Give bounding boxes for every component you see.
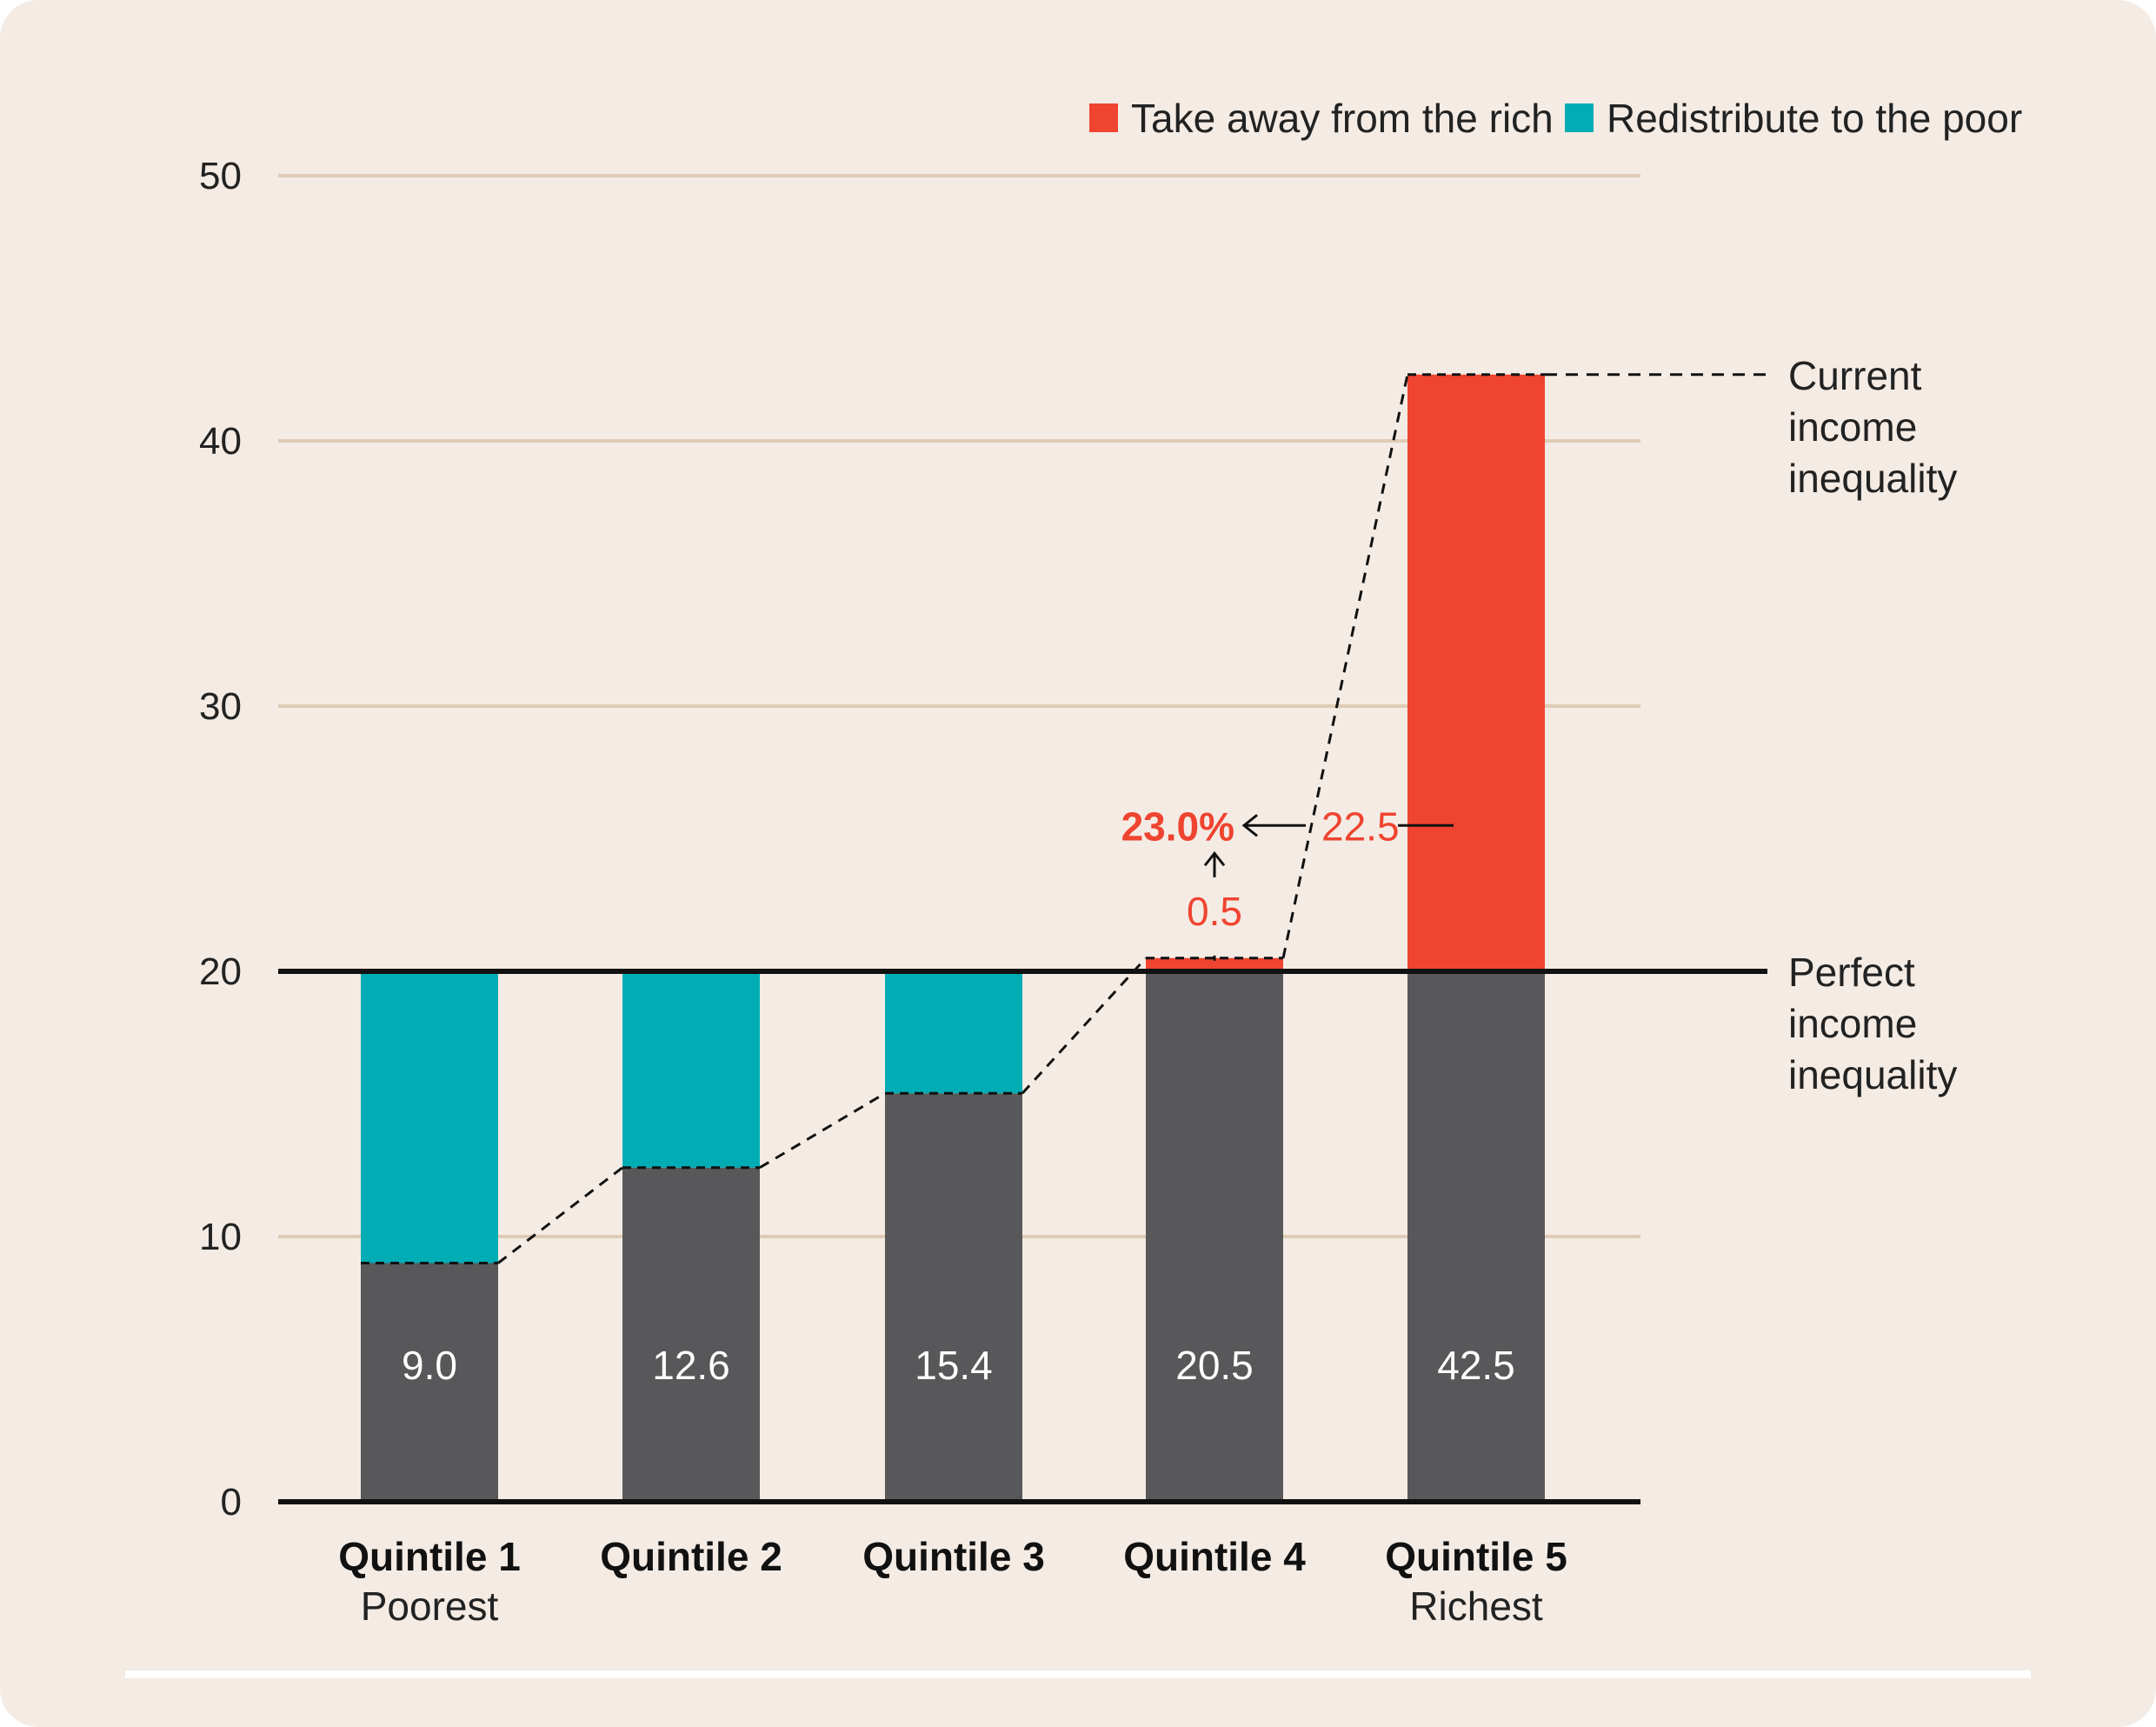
perfect-inequality-label-line: inequality [1788, 1052, 1957, 1097]
bar-value-label: 15.4 [915, 1343, 993, 1388]
legend-swatch-take [1089, 103, 1118, 132]
y-tick-label: 20 [199, 950, 242, 993]
bar-base [1407, 971, 1545, 1502]
annotations: 23.0% 22.5 0.5 [1121, 803, 1454, 961]
legend-label-redistribute: Redistribute to the poor [1607, 96, 2022, 141]
bar-value-label: 12.6 [652, 1343, 730, 1388]
bar-base [885, 1093, 1022, 1502]
bar-base [1146, 971, 1283, 1502]
bar-base [361, 1263, 498, 1502]
bar-redistribute [361, 971, 498, 1264]
trend-connector [1021, 957, 1148, 1095]
bar-value-label: 20.5 [1175, 1343, 1254, 1388]
perfect-inequality-label-line: Perfect [1788, 950, 1915, 995]
category-label: Quintile 3 [862, 1534, 1045, 1579]
bar-take-away [1146, 957, 1283, 971]
up-arrow-head [1203, 850, 1226, 867]
total-share-label: 23.0% [1121, 803, 1234, 849]
category-label: Quintile 1 [338, 1534, 521, 1579]
y-tick-label: 0 [221, 1481, 242, 1524]
q4-excess-label: 0.5 [1187, 889, 1242, 934]
q5-excess-label: 22.5 [1321, 803, 1400, 849]
category-label: Quintile 2 [600, 1534, 782, 1579]
trend-connector [497, 1166, 623, 1264]
y-tick-label: 50 [199, 155, 242, 197]
category-sublabel: Richest [1409, 1584, 1543, 1629]
current-inequality-label-line: inequality [1788, 456, 1957, 501]
bars [361, 374, 1545, 1502]
legend: Take away from the rich Redistribute to t… [1089, 96, 2022, 141]
perfect-inequality-label: Perfect income inequality [1788, 950, 1957, 1097]
trend-connector [759, 1092, 886, 1169]
category-sublabel: Poorest [361, 1584, 499, 1629]
category-label: Quintile 4 [1123, 1534, 1306, 1579]
current-inequality-label-line: income [1788, 404, 1917, 450]
y-tick-label: 10 [199, 1216, 242, 1258]
bar-take-away [1407, 374, 1545, 971]
left-arrow-head [1241, 814, 1258, 837]
bar-redistribute [622, 971, 760, 1168]
bar-base [622, 1167, 760, 1502]
bottom-divider [125, 1670, 2031, 1678]
y-tick-label: 30 [199, 685, 242, 728]
reference-lines [278, 373, 1767, 1504]
bar-redistribute [885, 971, 1022, 1094]
y-tick-label: 40 [199, 420, 242, 463]
bar-value-label: 42.5 [1437, 1343, 1515, 1388]
trend-connector [1281, 374, 1409, 959]
category-label: Quintile 5 [1385, 1534, 1567, 1579]
perfect-inequality-label-line: income [1788, 1001, 1917, 1046]
current-inequality-label-line: Current [1788, 353, 1922, 398]
legend-swatch-redistribute [1565, 103, 1594, 132]
legend-label-take: Take away from the rich [1131, 96, 1554, 141]
labels: 0 10 20 30 40 50 9.0 Quintile 1 Poorest 12.6 Quint… [199, 155, 1957, 1629]
current-inequality-label: Current income inequality [1788, 353, 1957, 501]
bar-value-label: 9.0 [402, 1343, 457, 1388]
